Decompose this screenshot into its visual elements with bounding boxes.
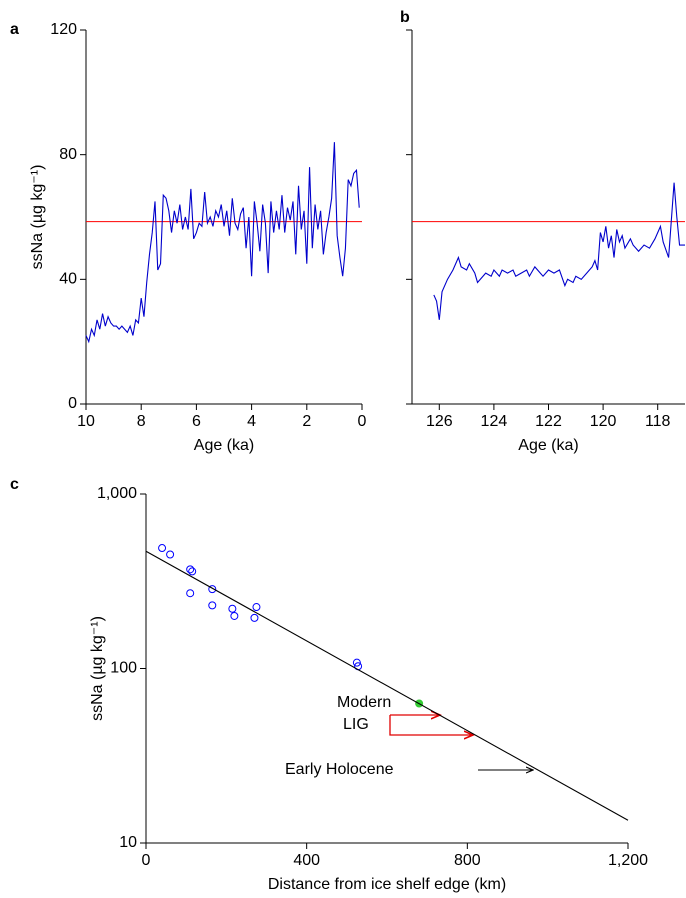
data-point	[352, 658, 361, 667]
y-axis-label: ssNa (µg kg⁻¹)	[89, 616, 106, 721]
x-tick-label: 118	[645, 413, 671, 430]
data-line	[145, 550, 629, 821]
data-point	[208, 585, 217, 594]
data-point	[186, 589, 195, 598]
data-point	[250, 613, 259, 622]
data-point	[252, 603, 261, 612]
x-axis-label: Age (ka)	[518, 437, 578, 454]
panel-label: a	[10, 21, 19, 38]
data-point	[208, 601, 217, 610]
annotation: LIG	[343, 716, 369, 733]
x-tick-label: 1,200	[608, 852, 648, 869]
data-point	[188, 567, 197, 576]
x-tick-label: 10	[77, 413, 95, 430]
x-tick-label: 400	[293, 852, 320, 869]
x-tick-label: 126	[426, 413, 453, 430]
x-axis-label: Distance from ice shelf edge (km)	[268, 876, 506, 893]
data-line	[85, 142, 360, 344]
x-tick-label: 6	[192, 413, 201, 430]
y-tick-label: 0	[68, 395, 77, 412]
x-tick-label: 0	[142, 852, 151, 869]
arrow	[389, 715, 473, 735]
y-tick-label: 10	[119, 834, 137, 851]
y-tick-label: 120	[50, 21, 77, 38]
annotation: Modern	[337, 694, 391, 711]
x-tick-label: 2	[302, 413, 311, 430]
data-point	[186, 565, 195, 574]
panel-label: b	[400, 9, 410, 26]
x-tick-label: 122	[535, 413, 562, 430]
y-tick-label: 1,000	[97, 485, 137, 502]
annotation-arrows	[389, 715, 533, 770]
y-tick-label: 40	[59, 271, 77, 288]
y-tick-label: 80	[59, 146, 77, 163]
data-point	[230, 611, 239, 620]
data-point	[228, 604, 237, 613]
x-tick-label: 800	[454, 852, 481, 869]
data-point	[158, 544, 167, 553]
y-tick-label: 100	[110, 660, 137, 677]
x-tick-label: 8	[137, 413, 146, 430]
x-tick-label: 0	[358, 413, 367, 430]
x-axis-label: Age (ka)	[194, 437, 254, 454]
panel-label: c	[10, 476, 19, 493]
x-tick-label: 120	[590, 413, 617, 430]
y-axis-label: ssNa (µg kg⁻¹)	[29, 165, 46, 270]
data-line	[433, 182, 685, 320]
annotation: Early Holocene	[285, 761, 394, 778]
data-point	[166, 550, 175, 559]
x-tick-label: 124	[481, 413, 508, 430]
x-tick-label: 4	[247, 413, 256, 430]
